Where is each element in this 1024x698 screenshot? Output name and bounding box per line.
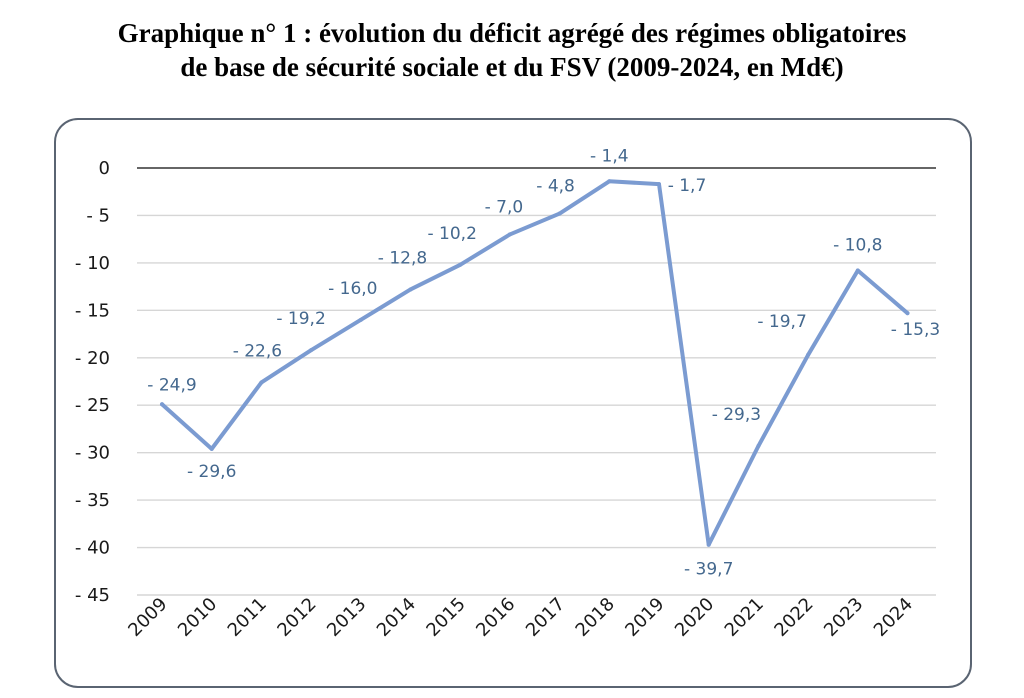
x-tick-label: 2022 [770,594,817,641]
x-tick-label: 2018 [572,594,619,641]
y-tick-label: - 15 [75,300,110,321]
data-label: - 10,2 [428,224,477,244]
y-tick-label: - 30 [75,443,110,464]
y-tick-label: - 25 [75,395,110,416]
data-point [806,352,811,357]
data-label: - 22,6 [233,341,282,361]
x-tick-label: 2023 [820,594,867,641]
y-tick-label: - 20 [75,348,110,369]
data-point [905,311,910,316]
data-point [507,232,512,237]
data-label: - 29,3 [712,405,761,425]
y-tick-label: - 40 [75,538,110,559]
data-label: - 15,3 [891,320,940,340]
chart-frame [54,118,972,688]
x-tick-label: 2016 [472,594,519,641]
data-point [309,348,314,353]
data-label: - 1,4 [590,146,629,166]
x-tick-label: 2019 [621,594,668,641]
x-tick-label: 2013 [323,594,370,641]
data-label: - 19,2 [276,309,325,329]
data-point [607,179,612,184]
data-point [358,317,363,322]
data-label: - 4,8 [536,177,575,197]
x-tick-label: 2020 [671,594,718,641]
data-point [657,182,661,187]
y-tick-label: - 35 [75,490,110,511]
y-tick-label: - 45 [75,585,110,606]
x-tick-label: 2015 [422,594,469,641]
chart-title: Graphique n° 1 : évolution du déficit ag… [0,16,1024,84]
y-tick-label: 0 [99,158,110,179]
data-point [458,262,463,267]
data-point [160,402,164,407]
x-tick-label: 2010 [174,594,221,641]
data-label: - 24,9 [147,375,196,395]
data-point [408,287,413,292]
data-label: - 19,7 [757,312,806,332]
data-point [855,268,860,273]
x-tick-label: 2011 [224,594,271,641]
data-label: - 10,8 [833,235,882,255]
x-tick-label: 2024 [870,594,917,641]
x-tick-label: 2012 [273,594,320,641]
chart-title-line1: Graphique n° 1 : évolution du déficit ag… [117,18,907,48]
data-label: - 39,7 [684,560,733,580]
data-label: - 7,0 [485,197,524,217]
data-label: - 16,0 [328,279,377,299]
y-tick-label: - 10 [75,253,110,274]
data-point [756,444,761,449]
x-tick-label: 2017 [522,594,569,641]
data-point [209,446,214,451]
y-tick-label: - 5 [86,205,110,226]
x-tick-label: 2014 [373,594,420,641]
data-label: - 1,7 [668,176,707,196]
data-point [259,380,264,385]
data-point [706,542,711,547]
data-label: - 12,8 [378,248,427,268]
data-label: - 29,6 [187,462,236,482]
chart-title-line2: de base de sécurité sociale et du FSV (2… [180,52,844,82]
series-line [160,179,910,547]
data-point [557,211,562,216]
x-tick-label: 2009 [124,594,171,641]
x-tick-label: 2021 [721,594,768,641]
